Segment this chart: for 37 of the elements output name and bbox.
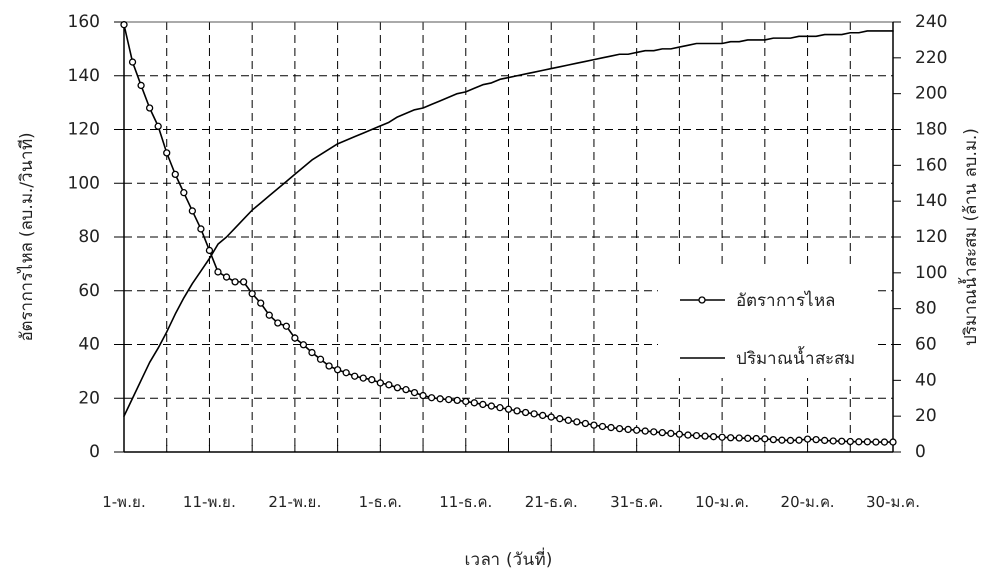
x-tick-label: 31-ธ.ค. [610, 493, 664, 511]
x-tick-label: 11-ธ.ค. [439, 493, 492, 511]
legend-label: ปริมาณน้ำสะสม [736, 346, 855, 369]
x-tick-label: 20-ม.ค. [780, 493, 835, 511]
y2-tick-label: 80 [915, 298, 937, 319]
y-tick-label: 80 [78, 227, 100, 247]
y2-tick-label: 20 [915, 406, 937, 426]
x-tick-label: 21-ธ.ค. [524, 493, 578, 511]
x-tick-label: 1-พ.ย. [102, 493, 146, 511]
y2-tick-label: 120 [915, 227, 948, 247]
y2-tick-label: 40 [915, 370, 937, 390]
y-axis-title: อัตราการไหล (ลบ.ม./วินาที) [16, 132, 37, 342]
x-tick-label: 1-ธ.ค. [358, 493, 402, 511]
x-tick-label: 21-พ.ย. [268, 493, 322, 511]
y-tick-label: 140 [68, 66, 100, 86]
y-tick-label: 160 [68, 12, 100, 32]
y2-tick-label: 160 [915, 155, 948, 176]
y-tick-label: 0 [89, 442, 100, 462]
y-tick-label: 100 [68, 173, 100, 194]
y-tick-label: 120 [68, 120, 100, 140]
y2-tick-label: 100 [915, 262, 948, 283]
y2-axis-title: ปริมาณน้ำสะสม (ล้าน ลบ.ม.) [958, 128, 981, 346]
x-tick-label: 11-พ.ย. [182, 493, 236, 511]
y-tick-label: 40 [78, 334, 100, 354]
y2-tick-label: 200 [915, 84, 948, 104]
y2-tick-label: 240 [915, 12, 948, 32]
y2-tick-label: 60 [915, 334, 937, 354]
x-tick-label: 10-ม.ค. [695, 493, 750, 511]
y2-tick-label: 140 [915, 191, 948, 212]
y2-tick-label: 220 [915, 48, 948, 68]
x-axis-title: เวลา (วันที่) [464, 547, 552, 570]
x-tick-label: 30-ม.ค. [866, 493, 920, 511]
y2-tick-label: 180 [915, 120, 948, 140]
y-tick-label: 20 [78, 388, 100, 408]
y2-tick-label: 0 [915, 442, 926, 462]
legend-label: อัตราการไหล [736, 290, 835, 311]
y-tick-label: 60 [78, 280, 100, 301]
